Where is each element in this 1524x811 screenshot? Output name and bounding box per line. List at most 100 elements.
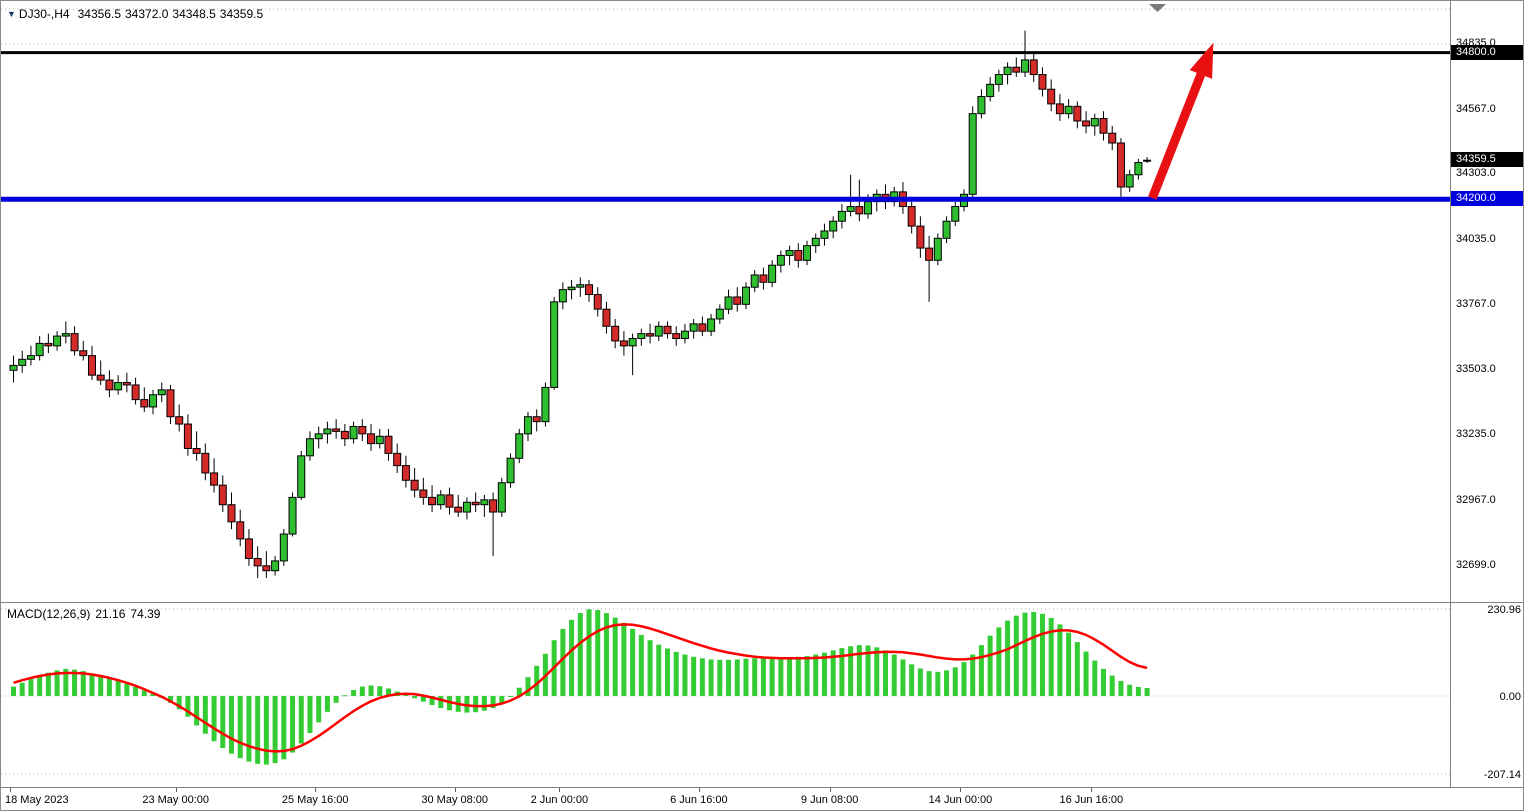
candlestick	[122, 382, 131, 386]
macd-histogram-bar	[595, 610, 601, 696]
resistance-price-label: 34800.0	[1451, 44, 1523, 60]
macd-histogram-bar	[403, 694, 409, 696]
macd-histogram-bar	[1074, 642, 1080, 696]
macd-histogram-bar	[795, 656, 801, 696]
macd-histogram-bar	[612, 617, 618, 696]
candlestick	[750, 274, 759, 288]
candlestick	[593, 294, 602, 310]
macd-histogram-bar	[856, 645, 862, 696]
macd-histogram-bar	[490, 696, 496, 709]
macd-histogram-bar	[760, 657, 766, 696]
candlestick	[332, 428, 341, 432]
candlestick-chart[interactable]	[1, 1, 1450, 602]
macd-histogram-bar	[333, 696, 339, 703]
macd-histogram-bar	[769, 657, 775, 696]
macd-histogram-bar	[891, 654, 897, 696]
macd-axis[interactable]: 230.96 0.00 -207.14	[1450, 602, 1523, 787]
candlestick	[140, 399, 149, 408]
candlestick	[1099, 118, 1108, 134]
price-axis[interactable]: 34835.0 34567.0 34303.0 34035.0 33767.0 33503…	[1450, 1, 1523, 602]
candlestick	[523, 416, 532, 435]
candlestick	[611, 325, 620, 342]
macd-histogram-bar	[900, 659, 906, 696]
candlestick	[262, 565, 271, 572]
time-axis-label: 9 Jun 08:00	[800, 794, 859, 806]
time-axis-label: 25 May 16:00	[281, 794, 349, 806]
trend-arrow-head[interactable]	[1189, 42, 1214, 79]
macd-histogram-bar	[534, 665, 540, 696]
candlestick	[803, 245, 812, 261]
candlestick	[733, 296, 742, 305]
candlestick	[367, 433, 376, 445]
candlestick	[244, 538, 253, 559]
macd-histogram-bar	[385, 688, 391, 696]
time-tick	[454, 788, 456, 792]
main-chart-pane[interactable]: ▼ DJ30-,H4 34356.5 34372.0 34348.5 34359.5	[1, 1, 1450, 602]
candlestick	[1108, 132, 1117, 144]
candlestick	[201, 452, 210, 474]
candlestick	[149, 394, 158, 408]
candlestick	[497, 482, 506, 513]
chart-shift-marker-icon[interactable]	[1149, 4, 1166, 12]
macd-histogram-bar	[1048, 617, 1054, 696]
time-axis-label: 2 Jun 00:00	[530, 794, 589, 806]
candlestick	[907, 206, 916, 227]
candlestick	[70, 333, 79, 352]
macd-tick-label: -207.14	[1483, 769, 1521, 782]
candlestick	[576, 284, 585, 288]
candlestick	[105, 379, 114, 391]
macd-histogram-bar	[420, 696, 426, 702]
candlestick	[986, 83, 995, 98]
trend-arrow-shaft[interactable]	[1148, 67, 1208, 200]
candlestick	[968, 113, 977, 195]
macd-histogram-bar	[525, 677, 531, 696]
candlestick	[175, 416, 184, 425]
macd-histogram-bar	[1022, 612, 1028, 696]
time-axis[interactable]: 18 May 2023 23 May 00:00 25 May 16:00 30 Ma…	[1, 787, 1523, 810]
macd-histogram-bar	[167, 696, 173, 703]
macd-histogram-bar	[804, 656, 810, 696]
candlestick	[1082, 120, 1091, 127]
macd-histogram-bar	[185, 696, 191, 717]
macd-pane[interactable]: MACD(12,26,9) 21.16 74.39	[1, 602, 1450, 787]
macd-histogram-bar	[848, 646, 854, 696]
candlestick	[820, 230, 829, 239]
candlestick	[227, 504, 236, 523]
macd-histogram-bar	[481, 696, 487, 711]
price-tick-label: 33503.0	[1456, 362, 1496, 375]
macd-histogram-bar	[124, 683, 130, 696]
macd-histogram-bar	[237, 696, 243, 759]
candlestick	[349, 426, 358, 440]
candlestick	[18, 358, 27, 366]
macd-histogram-bar	[691, 656, 697, 696]
macd-histogram-bar	[656, 644, 662, 696]
macd-histogram-bar	[830, 650, 836, 696]
macd-indicator-chart[interactable]	[1, 603, 1450, 787]
symbol-dropdown-icon[interactable]: ▼	[7, 9, 16, 19]
macd-histogram-bar	[272, 696, 278, 764]
candlestick	[1029, 59, 1038, 76]
candlestick	[79, 350, 88, 357]
candlestick	[410, 479, 419, 491]
time-tick	[315, 788, 317, 792]
macd-histogram-bar	[778, 657, 784, 696]
macd-histogram-bar	[839, 648, 845, 696]
time-tick	[829, 788, 831, 792]
candlestick	[183, 423, 192, 449]
macd-histogram-bar	[1066, 632, 1072, 696]
macd-histogram-bar	[54, 670, 60, 696]
candlestick	[602, 308, 611, 327]
candlestick	[654, 325, 663, 337]
candlestick	[271, 560, 280, 572]
candlestick	[480, 499, 489, 506]
macd-histogram-bar	[630, 628, 636, 696]
macd-histogram-bar	[19, 682, 25, 696]
macd-histogram-bar	[708, 659, 714, 696]
macd-histogram-bar	[970, 654, 976, 696]
candlestick	[358, 426, 367, 435]
candlestick	[933, 237, 942, 261]
macd-histogram-bar	[516, 687, 522, 696]
candlestick	[1021, 59, 1030, 73]
candlestick	[53, 335, 62, 347]
